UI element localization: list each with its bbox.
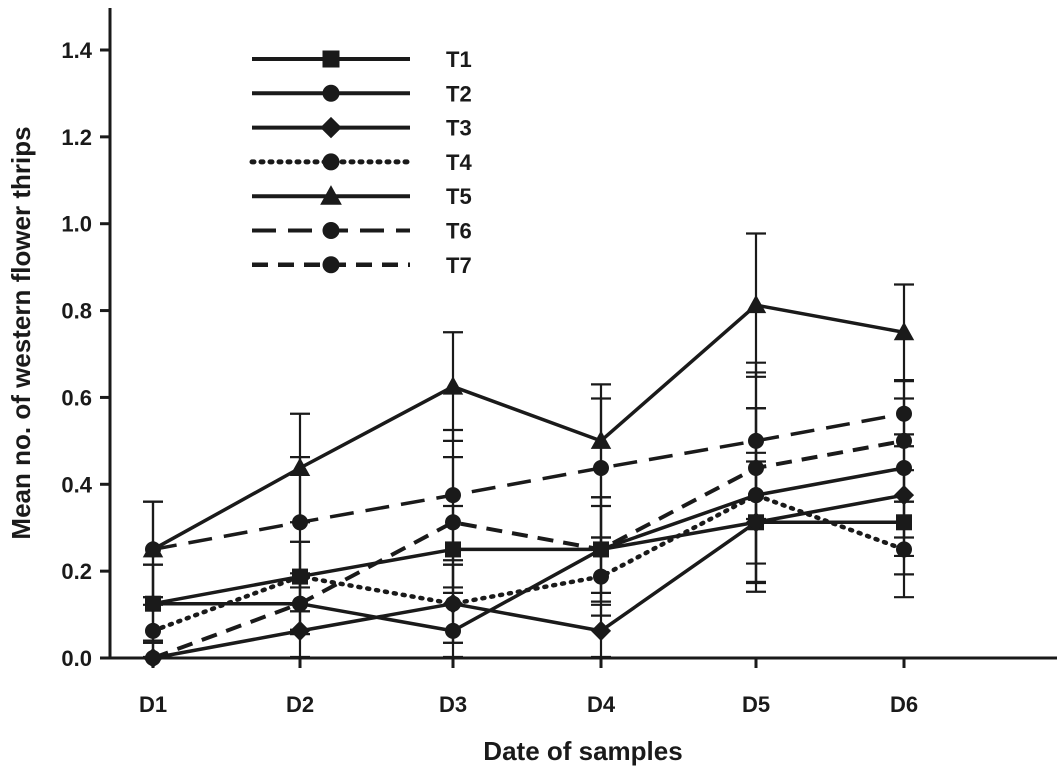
data-point-t5 xyxy=(745,294,767,314)
legend-marker-t3 xyxy=(320,116,342,139)
series-line-t3 xyxy=(152,493,905,660)
y-ticks: 0.0 0.2 0.4 0.6 0.8 1.0 1.2 1.4 xyxy=(61,38,110,671)
error-bars xyxy=(143,232,914,659)
data-point-t4 xyxy=(292,568,308,585)
y-tick-label: 0.4 xyxy=(61,472,92,497)
x-axis-title: Date of samples xyxy=(483,736,682,766)
data-point-t5 xyxy=(289,457,311,476)
data-point-t7 xyxy=(896,432,912,449)
x-tick-label: D2 xyxy=(286,692,314,717)
y-tick-label: 0.6 xyxy=(61,385,92,410)
series-line-t1 xyxy=(152,520,904,606)
data-point-t1 xyxy=(445,541,461,558)
legend-label-t5: T5 xyxy=(446,184,472,209)
data-point-t6 xyxy=(145,541,161,558)
legend-label-t4: T4 xyxy=(446,150,472,175)
data-point-t5 xyxy=(590,430,612,449)
data-point-t4 xyxy=(593,568,609,585)
data-point-t5 xyxy=(442,376,464,395)
data-point-t6 xyxy=(292,514,308,531)
y-tick-label: 1.4 xyxy=(61,38,92,63)
series-line-t6 xyxy=(152,411,905,552)
legend-marker-t4 xyxy=(322,153,340,171)
x-tick-label: D4 xyxy=(587,692,616,717)
data-point-t3 xyxy=(289,620,311,641)
legend: T1 T2 T3 T4 T5 T6 T7 xyxy=(249,47,472,278)
data-point-t3 xyxy=(590,620,612,641)
series-lines xyxy=(150,303,907,660)
legend-marker-t5 xyxy=(320,185,342,205)
legend-marker-t2 xyxy=(322,84,340,102)
series-line-t5 xyxy=(152,303,905,551)
legend-label-t2: T2 xyxy=(446,81,472,106)
y-tick-label: 0.0 xyxy=(61,646,92,671)
y-tick-label: 1.0 xyxy=(61,212,92,237)
x-tick-label: D1 xyxy=(139,692,167,717)
x-tick-label: D3 xyxy=(439,692,467,717)
data-point-t4 xyxy=(896,541,912,558)
data-point-t2 xyxy=(145,595,161,612)
legend-label-t1: T1 xyxy=(446,47,472,72)
data-point-t6 xyxy=(896,405,912,422)
y-tick-label: 0.8 xyxy=(61,299,92,324)
x-tick-label: D5 xyxy=(742,692,770,717)
data-point-t4 xyxy=(145,622,161,639)
data-point-t4 xyxy=(748,487,764,504)
data-point-t7 xyxy=(593,541,609,558)
data-point-t2 xyxy=(445,622,461,639)
axes xyxy=(108,8,1057,660)
legend-marker-t7 xyxy=(322,256,340,274)
series-line-t7 xyxy=(152,438,905,660)
y-tick-label: 0.2 xyxy=(61,559,92,584)
x-ticks: D1 D2 D3 D4 D5 D6 xyxy=(139,658,918,717)
legend-label-t3: T3 xyxy=(446,116,472,141)
y-tick-label: 1.2 xyxy=(61,125,92,150)
legend-label-t7: T7 xyxy=(446,253,472,278)
series-markers xyxy=(142,294,915,669)
data-point-t2 xyxy=(896,460,912,476)
data-point-t7 xyxy=(292,595,308,612)
data-point-t1 xyxy=(896,514,912,531)
legend-marker-t1 xyxy=(322,50,340,68)
data-point-t7 xyxy=(145,650,161,666)
data-point-t6 xyxy=(748,432,764,449)
x-tick-label: D6 xyxy=(890,692,918,717)
legend-label-t6: T6 xyxy=(446,219,472,244)
data-point-t7 xyxy=(445,514,461,531)
data-point-t6 xyxy=(593,460,609,476)
data-point-t5 xyxy=(893,321,915,341)
data-point-t4 xyxy=(445,595,461,612)
data-point-t3 xyxy=(893,485,915,506)
legend-marker-t6 xyxy=(322,222,340,239)
data-point-t7 xyxy=(748,460,764,476)
data-point-t3 xyxy=(745,512,767,533)
y-axis-title: Mean no. of western flower thrips xyxy=(6,126,36,539)
data-point-t6 xyxy=(445,487,461,504)
series-line-t4 xyxy=(150,492,907,634)
